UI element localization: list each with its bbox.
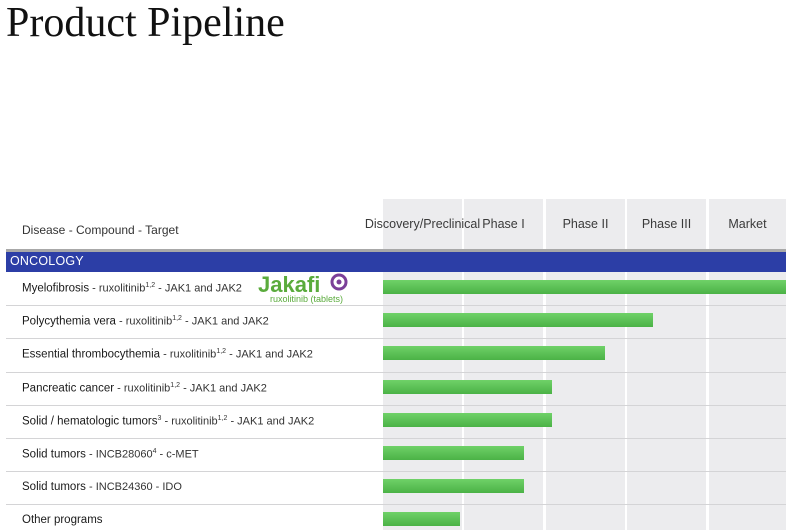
row-divider xyxy=(6,438,786,439)
row-label: Other programs xyxy=(22,514,103,527)
page-title: Product Pipeline xyxy=(6,0,285,46)
phase-header: Discovery/Preclinical xyxy=(364,217,481,231)
row-divider xyxy=(6,338,786,339)
jakafi-logo-dot xyxy=(336,279,342,285)
pipeline-bar xyxy=(383,346,605,361)
phase-header: Phase II xyxy=(562,217,609,231)
pipeline-bar xyxy=(383,512,460,527)
pipeline-bar xyxy=(383,479,524,494)
pipeline-bar xyxy=(383,280,786,294)
phase-header: Phase III xyxy=(641,217,692,231)
row-divider xyxy=(6,372,786,373)
row-label: Pancreatic cancer - ruxolitinib1,2 - JAK… xyxy=(22,381,267,395)
phase-header: Market xyxy=(728,217,767,231)
pipeline-bar xyxy=(383,412,552,427)
row-divider xyxy=(6,405,786,406)
pipeline-bar xyxy=(383,313,653,328)
oncology-band xyxy=(6,252,786,272)
row-label: Polycythemia vera - ruxolitinib1,2 - JAK… xyxy=(22,315,269,328)
row-divider xyxy=(6,305,786,306)
jakafi-logo: Jakafi ruxolitinib (tablets) xyxy=(258,272,348,304)
row-label: Myelofibrosis - ruxolitinib1,2 - JAK1 an… xyxy=(22,282,242,295)
phase-header: Phase I xyxy=(482,217,525,231)
row-divider xyxy=(6,504,786,505)
row-divider xyxy=(6,471,786,472)
section-label: ONCOLOGY xyxy=(10,254,84,268)
pipeline-bar xyxy=(383,446,524,460)
jakafi-logo-ring xyxy=(330,273,348,291)
header-rule xyxy=(6,249,786,252)
row-header-label: Disease - Compound - Target xyxy=(22,223,179,237)
row-label: Solid tumors - INCB280604 - c-MET xyxy=(22,448,199,461)
jakafi-logo-wordmark: Jakafi xyxy=(258,272,320,297)
jakafi-logo-tagline: ruxolitinib (tablets) xyxy=(270,294,343,304)
row-label: Essential thrombocythemia - ruxolitinib1… xyxy=(22,348,313,362)
pipeline-bar xyxy=(383,379,552,394)
row-label: Solid / hematologic tumors3 - ruxolitini… xyxy=(22,414,315,428)
row-label: Solid tumors - INCB24360 - IDO xyxy=(22,481,182,494)
